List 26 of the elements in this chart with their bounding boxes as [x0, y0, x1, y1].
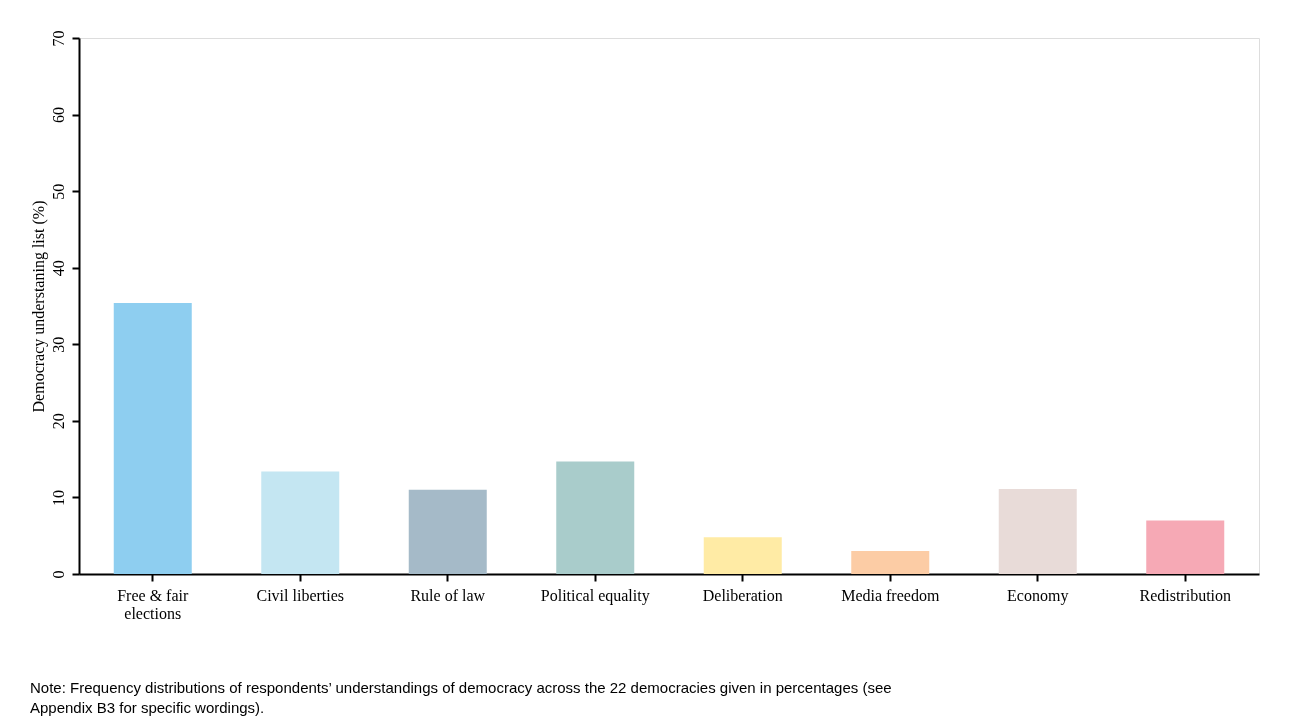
bar: [703, 537, 782, 574]
x-tick-label: Political equality: [540, 586, 650, 605]
text: Note: Frequency distributions of respondents’ understandings of democracy across the 22 democracies given in percentages (see Appendix B3 for specific wordings).: [30, 679, 892, 716]
x-tick-label: Redistribution: [1139, 586, 1232, 604]
x-tick-label: Free & fair elections: [117, 586, 189, 622]
y-axis-title: Democracy understaning list (%): [29, 200, 48, 413]
y-tick-label: 20: [49, 413, 67, 430]
bar: [851, 551, 930, 574]
x-tick-label: Civil liberties: [256, 586, 345, 604]
y-tick-label: 70: [49, 30, 67, 47]
x-tick-label: Rule of law: [410, 586, 486, 604]
y-tick-label: 10: [49, 489, 67, 506]
y-tick-label: 0: [49, 570, 67, 579]
x-tick-label: Media freedom: [841, 586, 940, 604]
bar: [261, 471, 340, 574]
y-tick-label: 50: [49, 183, 67, 200]
y-tick-label: 30: [49, 336, 67, 353]
bar: [408, 489, 487, 574]
bar: [556, 461, 635, 574]
bar: [1146, 520, 1225, 574]
y-tick-label: 60: [49, 107, 67, 124]
bar: [998, 489, 1077, 574]
y-tick-label: 40: [49, 260, 67, 277]
bar: [113, 302, 192, 574]
x-tick-label: Economy: [1007, 586, 1069, 605]
x-tick-label: Deliberation: [702, 586, 783, 604]
